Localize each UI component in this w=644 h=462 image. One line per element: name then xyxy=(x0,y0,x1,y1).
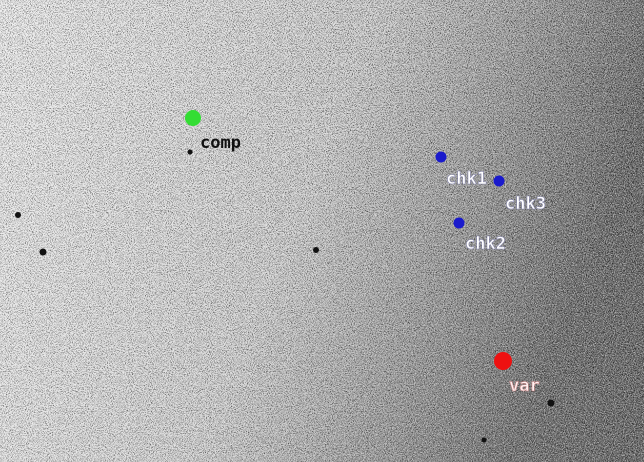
chk3-marker xyxy=(494,176,505,187)
fade xyxy=(0,0,644,462)
chk1-marker xyxy=(436,152,447,163)
marker-label: var xyxy=(509,376,540,396)
chk2-marker xyxy=(454,218,465,229)
comp-marker xyxy=(185,110,201,126)
marker-label: chk3 xyxy=(505,194,546,214)
star-field-image: comp chk1 chk3 chk2 var xyxy=(0,0,644,462)
var-marker xyxy=(494,352,512,370)
marker-label: chk2 xyxy=(465,234,506,254)
marker-label: chk1 xyxy=(446,169,487,189)
marker-label: comp xyxy=(200,133,241,153)
